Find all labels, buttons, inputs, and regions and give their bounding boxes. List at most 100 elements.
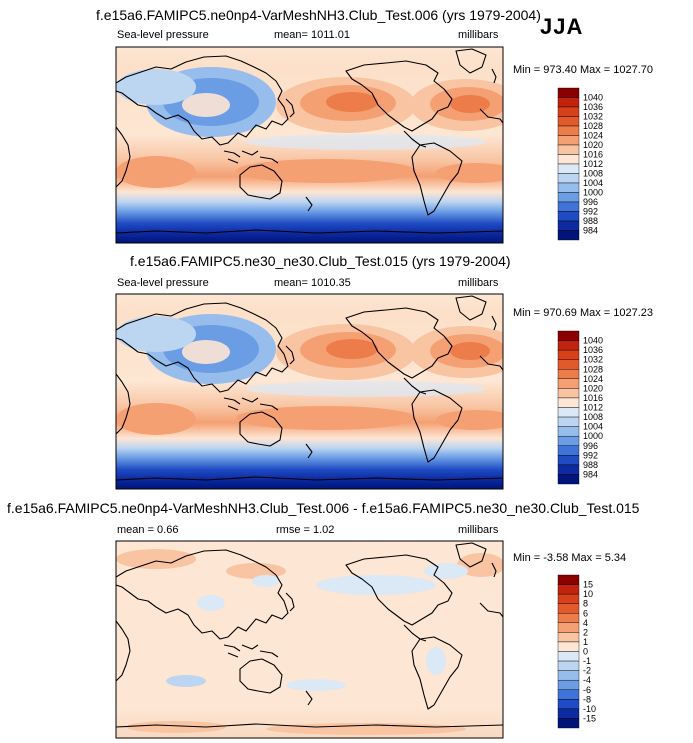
colorbar-tick-label: 1 <box>583 637 588 647</box>
colorbar-swatch <box>557 584 580 595</box>
colorbar-tick-label: -6 <box>583 685 591 695</box>
colorbar-swatch <box>557 182 580 193</box>
colorbar-swatch <box>557 154 580 165</box>
colorbar-tick-label: 1028 <box>583 364 603 374</box>
colorbar-tick-label: 1024 <box>583 374 603 384</box>
colorbar-tick-label: 1040 <box>583 93 603 103</box>
colorbar-swatch <box>557 718 580 729</box>
colorbar-swatch <box>557 445 580 456</box>
colorbar-tick-label: 1040 <box>583 336 603 346</box>
colorbar-swatch <box>557 407 580 418</box>
colorbar-tick-label: 1008 <box>583 169 603 179</box>
colorbar-swatch <box>557 641 580 652</box>
colorbar-tick-label: 1032 <box>583 112 603 122</box>
colorbar-swatch <box>557 144 580 155</box>
colorbar-tick-label: 1008 <box>583 412 603 422</box>
colorbar-swatch <box>557 474 580 485</box>
colorbar-swatch <box>557 87 580 98</box>
colorbar-swatch <box>557 632 580 643</box>
colorbar-tick-label: -4 <box>583 675 591 685</box>
panel2-minmax: Min = 970.69 Max = 1027.23 <box>513 307 654 319</box>
colorbar-tick-label: 984 <box>583 469 598 479</box>
colorbar-tick-label: 15 <box>583 580 593 590</box>
colorbar-swatch <box>557 106 580 117</box>
colorbar-swatch <box>557 670 580 681</box>
colorbar-swatch <box>557 220 580 231</box>
colorbar-tick-label: 1036 <box>583 102 603 112</box>
colorbar-tick-label: 1036 <box>583 345 603 355</box>
colorbar-tick-label: 4 <box>583 618 588 628</box>
season-label: JJA <box>540 14 584 39</box>
colorbar-tick-label: 8 <box>583 599 588 609</box>
colorbar-swatch <box>557 388 580 399</box>
colorbar-swatch <box>557 699 580 710</box>
colorbar-tick-label: 1000 <box>583 188 603 198</box>
panel2-mean: mean= 1010.35 <box>274 277 351 289</box>
colorbar-swatch <box>557 464 580 475</box>
colorbar-tick-label: -8 <box>583 694 591 704</box>
colorbar-swatch <box>557 613 580 624</box>
colorbar-tick-label: 988 <box>583 460 598 470</box>
panel3-title: f.e15a6.FAMIPC5.ne0np4-VarMeshNH3.Club_T… <box>7 500 640 516</box>
colorbar-swatch <box>557 435 580 446</box>
colorbar-swatch <box>557 330 580 341</box>
colorbar-tick-label: 984 <box>583 226 598 236</box>
colorbar-swatch <box>557 689 580 700</box>
colorbar-tick-label: 1012 <box>583 159 603 169</box>
colorbar-swatch <box>557 679 580 690</box>
colorbar-tick-label: 0 <box>583 647 588 657</box>
panel2-map <box>116 294 503 489</box>
panel2-variable: Sea-level pressure <box>117 277 209 289</box>
panel2-units: millibars <box>458 277 499 289</box>
colorbar-tick-label: -2 <box>583 666 591 676</box>
colorbar-tick-label: 6 <box>583 608 588 618</box>
colorbar-swatch <box>557 603 580 614</box>
colorbar-swatch <box>557 135 580 146</box>
colorbar-swatch <box>557 378 580 389</box>
panel1-map <box>116 47 503 243</box>
colorbar-tick-label: 1016 <box>583 150 603 160</box>
colorbar-swatch <box>557 97 580 108</box>
colorbar-tick-label: -10 <box>583 704 596 714</box>
panel2-colorbar: 1040103610321028102410201016101210081004… <box>557 330 603 485</box>
panel1-mean: mean= 1011.01 <box>274 29 350 41</box>
colorbar-swatch <box>557 359 580 370</box>
colorbar-swatch <box>557 455 580 466</box>
panel1-title: f.e15a6.FAMIPC5.ne0np4-VarMeshNH3.Club_T… <box>96 7 541 23</box>
colorbar-swatch <box>557 230 580 241</box>
panel2-title: f.e15a6.FAMIPC5.ne30_ne30.Club_Test.015 … <box>130 253 511 269</box>
colorbar-swatch <box>557 125 580 136</box>
panel3-mean: mean = 0.66 <box>117 524 179 536</box>
colorbar-swatch <box>557 163 580 174</box>
colorbar-tick-label: 1028 <box>583 121 603 131</box>
colorbar-tick-label: 992 <box>583 450 598 460</box>
colorbar-tick-label: 10 <box>583 589 593 599</box>
colorbar-swatch <box>557 116 580 127</box>
colorbar-tick-label: 992 <box>583 207 598 217</box>
panel3-rmse: rmse = 1.02 <box>276 524 335 536</box>
colorbar-tick-label: 1020 <box>583 383 603 393</box>
colorbar-swatch <box>557 349 580 360</box>
colorbar-tick-label: 1004 <box>583 178 603 188</box>
colorbar-tick-label: 1012 <box>583 403 603 413</box>
colorbar-tick-label: 988 <box>583 216 598 226</box>
colorbar-swatch <box>557 416 580 427</box>
colorbar-swatch <box>557 173 580 184</box>
panel1-minmax: Min = 973.40 Max = 1027.70 <box>513 64 654 76</box>
colorbar-swatch <box>557 397 580 408</box>
panel1-variable: Sea-level pressure <box>117 29 209 41</box>
colorbar-tick-label: 1016 <box>583 393 603 403</box>
panel1-colorbar: 1040103610321028102410201016101210081004… <box>557 87 603 241</box>
colorbar-tick-label: 1020 <box>583 140 603 150</box>
colorbar-tick-label: 996 <box>583 197 598 207</box>
colorbar-tick-label: -1 <box>583 656 591 666</box>
colorbar-tick-label: 1024 <box>583 131 603 141</box>
colorbar-swatch <box>557 340 580 351</box>
panel3-units: millibars <box>458 524 499 536</box>
colorbar-swatch <box>557 622 580 633</box>
colorbar-swatch <box>557 211 580 222</box>
colorbar-swatch <box>557 574 580 585</box>
colorbar-tick-label: 996 <box>583 441 598 451</box>
colorbar-tick-label: 2 <box>583 627 588 637</box>
panel1-units: millibars <box>458 29 499 41</box>
